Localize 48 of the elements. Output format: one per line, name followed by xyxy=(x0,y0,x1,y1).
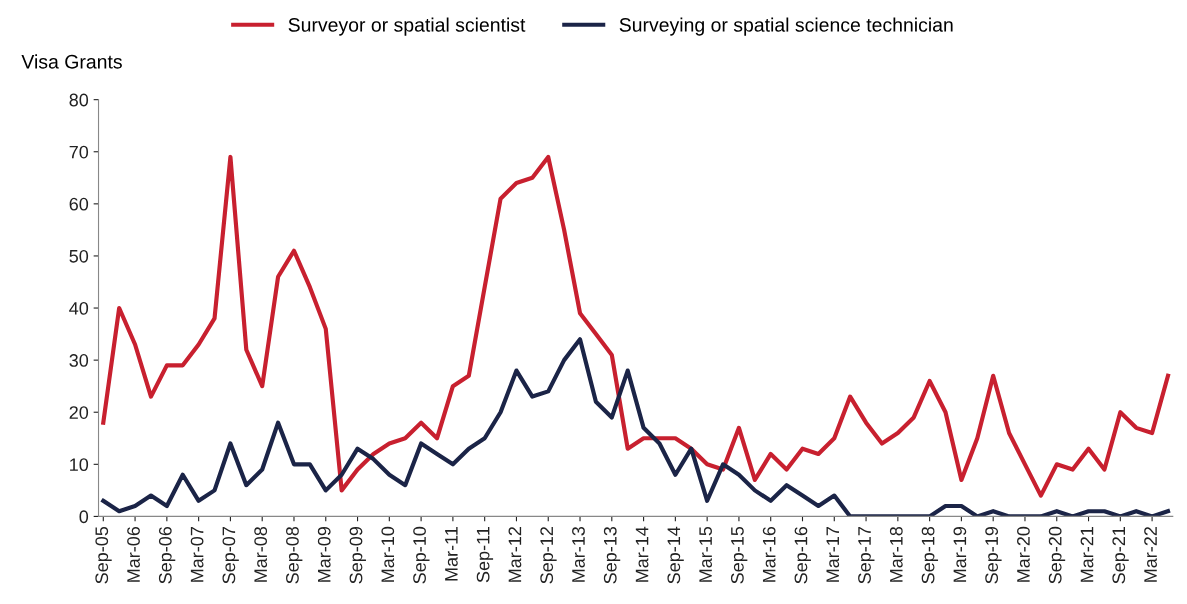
x-tick-label: Sep-05 xyxy=(95,526,112,584)
x-tick-label: Mar-12 xyxy=(508,527,522,582)
x-tick-label: Sep-11 xyxy=(476,527,494,583)
x-tick-label: Sep-19 xyxy=(985,526,1002,584)
x-tick-label: Mar-13 xyxy=(572,526,585,582)
x-tick-label: Sep-16 xyxy=(794,526,811,584)
y-tick-label: 10 xyxy=(70,458,89,472)
x-tick-label: Mar-09 xyxy=(317,526,331,582)
x-tick-label: Mar-16 xyxy=(762,526,776,582)
x-tick-label: Mar-08 xyxy=(254,526,268,582)
x-tick-label: Sep-20 xyxy=(1048,526,1066,584)
x-tick-label: Mar-15 xyxy=(699,526,712,582)
x-tick-label: Mar-14 xyxy=(635,526,649,582)
y-axis-title: Visa Grants xyxy=(21,54,122,69)
x-tick-label: Sep-13 xyxy=(603,526,621,584)
x-tick-label: Sep-09 xyxy=(349,526,366,584)
x-tick-label: Mar-10 xyxy=(381,526,395,582)
x-tick-label: Sep-07 xyxy=(222,527,239,584)
y-tick-label: 80 xyxy=(69,93,89,107)
x-tick-label: Mar-18 xyxy=(889,526,903,582)
x-tick-label: Sep-15 xyxy=(730,526,748,584)
x-tick-label: Sep-12 xyxy=(540,527,557,584)
x-tick-label: Sep-21 xyxy=(1112,527,1129,584)
x-tick-label: Mar-21 xyxy=(1080,527,1094,582)
x-tick-label: Sep-06 xyxy=(158,526,176,584)
x-tick-label: Mar-17 xyxy=(826,527,840,582)
x-tick-label: Sep-17 xyxy=(858,527,875,584)
x-tick-label: Sep-18 xyxy=(921,526,939,584)
x-tick-label: Sep-08 xyxy=(286,526,303,584)
legend-label: Surveying or spatial science technician xyxy=(619,17,953,36)
y-tick-label: 70 xyxy=(69,145,89,159)
x-tick-label: Mar-07 xyxy=(190,527,204,582)
x-tick-label: Sep-14 xyxy=(667,526,684,584)
x-tick-label: Sep-10 xyxy=(413,526,430,584)
y-tick-label: 60 xyxy=(69,197,89,211)
line-series xyxy=(101,337,1171,517)
x-tick-label: Mar-20 xyxy=(1017,526,1030,582)
y-tick-label: 40 xyxy=(69,301,89,315)
y-tick-label: 0 xyxy=(79,510,89,524)
y-tick-label: 50 xyxy=(69,249,89,263)
line-series xyxy=(101,154,1171,498)
x-tick-label: Mar-06 xyxy=(127,526,140,582)
x-tick-label: Mar-19 xyxy=(953,526,967,582)
legend-label: Surveyor or spatial scientist xyxy=(288,17,526,36)
y-tick-label: 30 xyxy=(69,354,89,367)
y-tick-label: 20 xyxy=(69,406,89,419)
x-tick-label: Mar-22 xyxy=(1144,527,1157,582)
x-tick-label: Mar-11 xyxy=(445,527,458,581)
